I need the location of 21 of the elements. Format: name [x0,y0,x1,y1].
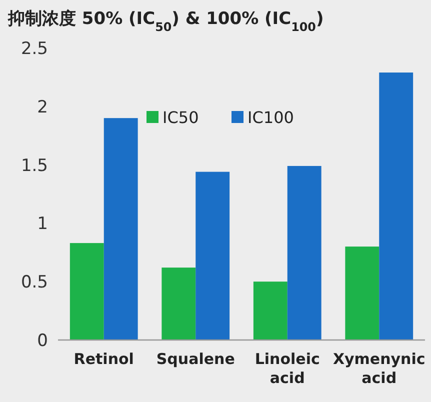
bar [70,243,104,340]
x-tick-label: Linoleic acid [254,350,320,387]
x-tick-label: Retinol [74,350,134,368]
y-tick-label: 0 [37,331,48,351]
bar [379,72,414,340]
y-tick-label: 2 [37,97,48,118]
chart-title: 抑制浓度 50% (IC$_{50}$) & 100% (IC$_{100}$) [7,9,324,34]
legend-label: IC100 [248,108,294,127]
bar [253,282,288,340]
bar [196,172,230,340]
y-tick-label: 1.5 [20,156,48,176]
y-tick-label: 1 [37,214,48,234]
y-tick-label: 0.5 [20,272,48,293]
legend-label: IC50 [162,108,199,127]
bar [345,246,380,340]
bar [104,118,138,340]
bar [287,166,322,340]
x-tick-label: Squalene [156,350,235,368]
bar [162,268,196,340]
x-tick-label: Xymenynic acid [332,350,426,387]
y-tick-label: 2.5 [20,39,48,59]
